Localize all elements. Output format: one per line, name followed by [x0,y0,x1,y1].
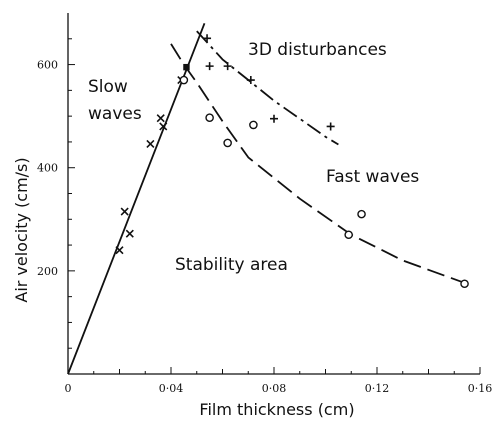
marker-plus [205,62,214,71]
y-tick-label: 600 [37,59,58,72]
x-tick-label: 0·04 [159,382,184,395]
marker-circle [205,113,214,122]
annotation-slow-waves-line1: Slow [88,77,128,97]
annotation-3d-disturbances: 3D disturbances [248,40,387,60]
y-axis-label: Air velocity (cm/s) [12,157,31,302]
x-tick-label: 0·16 [468,382,493,395]
curves [67,22,468,375]
marker-plus [246,76,255,85]
marker-cross [125,229,134,238]
marker-cross [146,139,155,149]
marker-cross [159,122,168,131]
marker-plus [223,62,232,71]
marker-circle [460,279,469,289]
tick-labels: 0 0·04 0·08 0·12 0·16 200 400 600 [37,59,492,395]
curve-dashed [170,43,468,285]
annotation-stability-area: Stability area [175,255,288,275]
marker-square [183,63,190,71]
y-tick-label: 400 [37,162,58,175]
marker-cross [120,207,129,216]
x-tick-label: 0 [65,382,72,395]
markers [115,34,469,289]
marker-circle [223,138,232,148]
curve-dash-dot [196,30,339,146]
marker-cross [115,246,124,255]
x-axis-label: Film thickness (cm) [199,400,354,419]
annotation-slow-waves-line2: waves [88,104,142,124]
marker-circle [357,209,366,219]
marker-plus [203,34,212,43]
marker-plus [326,122,335,131]
marker-plus [270,114,278,123]
marker-circle [249,120,258,130]
marker-circle [344,230,353,240]
annotation-fast-waves: Fast waves [326,167,419,187]
x-tick-label: 0·12 [365,382,390,395]
x-tick-label: 0·08 [262,382,287,395]
axes [67,13,481,375]
marker-cross [156,114,165,123]
marker-circle [179,75,189,85]
y-tick-label: 200 [37,265,58,278]
